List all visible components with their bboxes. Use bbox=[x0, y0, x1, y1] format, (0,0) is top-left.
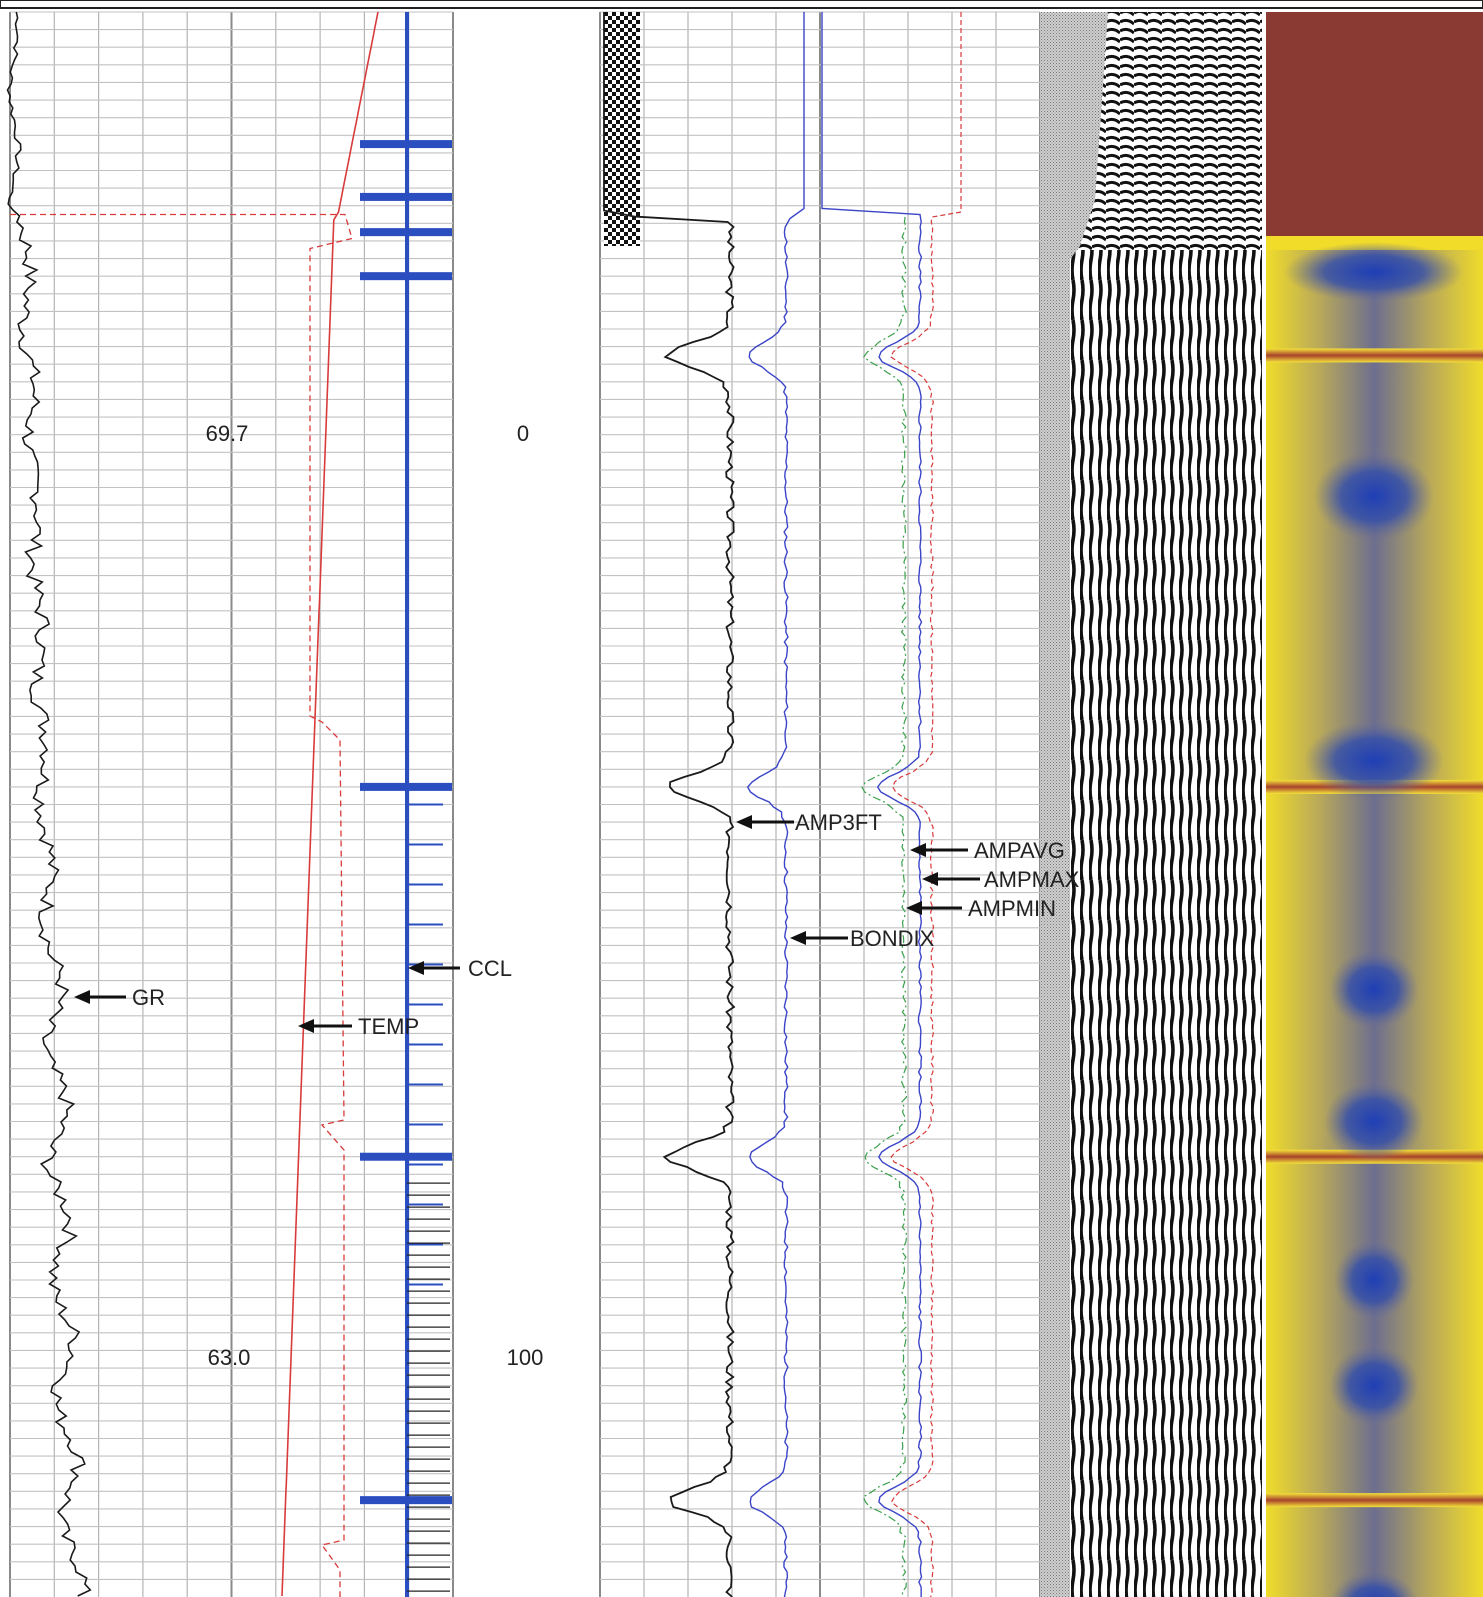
depth-value-upper: 69.7 bbox=[206, 421, 249, 446]
ampavg-arrow-head bbox=[910, 843, 926, 857]
ampmin-arrow-head bbox=[906, 901, 922, 915]
ampmax-curve bbox=[890, 12, 962, 1597]
ccl-collar-mark bbox=[360, 192, 452, 201]
bondix-curve-label: BONDIX bbox=[850, 926, 935, 951]
vdl-waveform-track bbox=[1040, 12, 1262, 1597]
collar-ring-band bbox=[1266, 348, 1483, 363]
temp-curve-label: TEMP bbox=[358, 1014, 419, 1039]
low-bond-zone bbox=[1329, 949, 1419, 1030]
depth-mark-lower: 100 bbox=[507, 1345, 544, 1370]
depth-mark-upper: 0 bbox=[517, 421, 529, 446]
temp-curve bbox=[281, 11, 379, 1597]
header-frame bbox=[0, 0, 1483, 9]
amp3ft-curve bbox=[603, 12, 736, 1597]
ccl-curve-label: CCL bbox=[468, 956, 512, 981]
ampmin-curve bbox=[861, 216, 908, 1597]
ampmax-arrow-head bbox=[922, 872, 938, 886]
gr-arrow-head bbox=[74, 990, 90, 1004]
ampavg-curve-label: AMPAVG bbox=[974, 838, 1065, 863]
bondix-curve bbox=[746, 12, 805, 1597]
temp-arrow-head bbox=[298, 1019, 314, 1033]
ccl-arrow-head bbox=[408, 961, 424, 975]
low-bond-zone bbox=[1329, 1345, 1419, 1426]
low-bond-zone bbox=[1324, 1081, 1424, 1162]
gr-curve bbox=[6, 11, 92, 1597]
low-bond-zone bbox=[1330, 1570, 1418, 1597]
track-1-grid bbox=[9, 11, 454, 1597]
amp3ft-curve-label: AMP3FT bbox=[795, 810, 882, 835]
depth-value-lower: 63.0 bbox=[208, 1345, 251, 1370]
annulus-pattern-track bbox=[604, 12, 640, 246]
ccl-collar-mark bbox=[360, 1152, 452, 1161]
bondix-arrow-head bbox=[790, 931, 806, 945]
ampmin-curve-label: AMPMIN bbox=[968, 896, 1056, 921]
cement-map-track bbox=[1266, 12, 1483, 1597]
ccl-collar-mark bbox=[360, 782, 452, 791]
collar-ring-band bbox=[1266, 1493, 1483, 1508]
ccl-collar-mark bbox=[360, 140, 452, 149]
low-bond-zone bbox=[1334, 1240, 1414, 1320]
uncemented-zone-block bbox=[1266, 12, 1483, 246]
temp-secondary-curve bbox=[10, 213, 353, 1597]
amp3ft-arrow-head bbox=[736, 815, 752, 829]
low-bond-zone bbox=[1314, 451, 1434, 542]
ampmax-curve-label: AMPMAX bbox=[984, 867, 1080, 892]
low-bond-zone bbox=[1304, 720, 1444, 801]
ccl-collar-mark bbox=[360, 272, 452, 281]
track-3-grid bbox=[599, 11, 1041, 1597]
gr-curve-label: GR bbox=[132, 985, 165, 1010]
ccl-collar-mark bbox=[360, 1496, 452, 1505]
ccl-collar-mark bbox=[360, 228, 452, 237]
